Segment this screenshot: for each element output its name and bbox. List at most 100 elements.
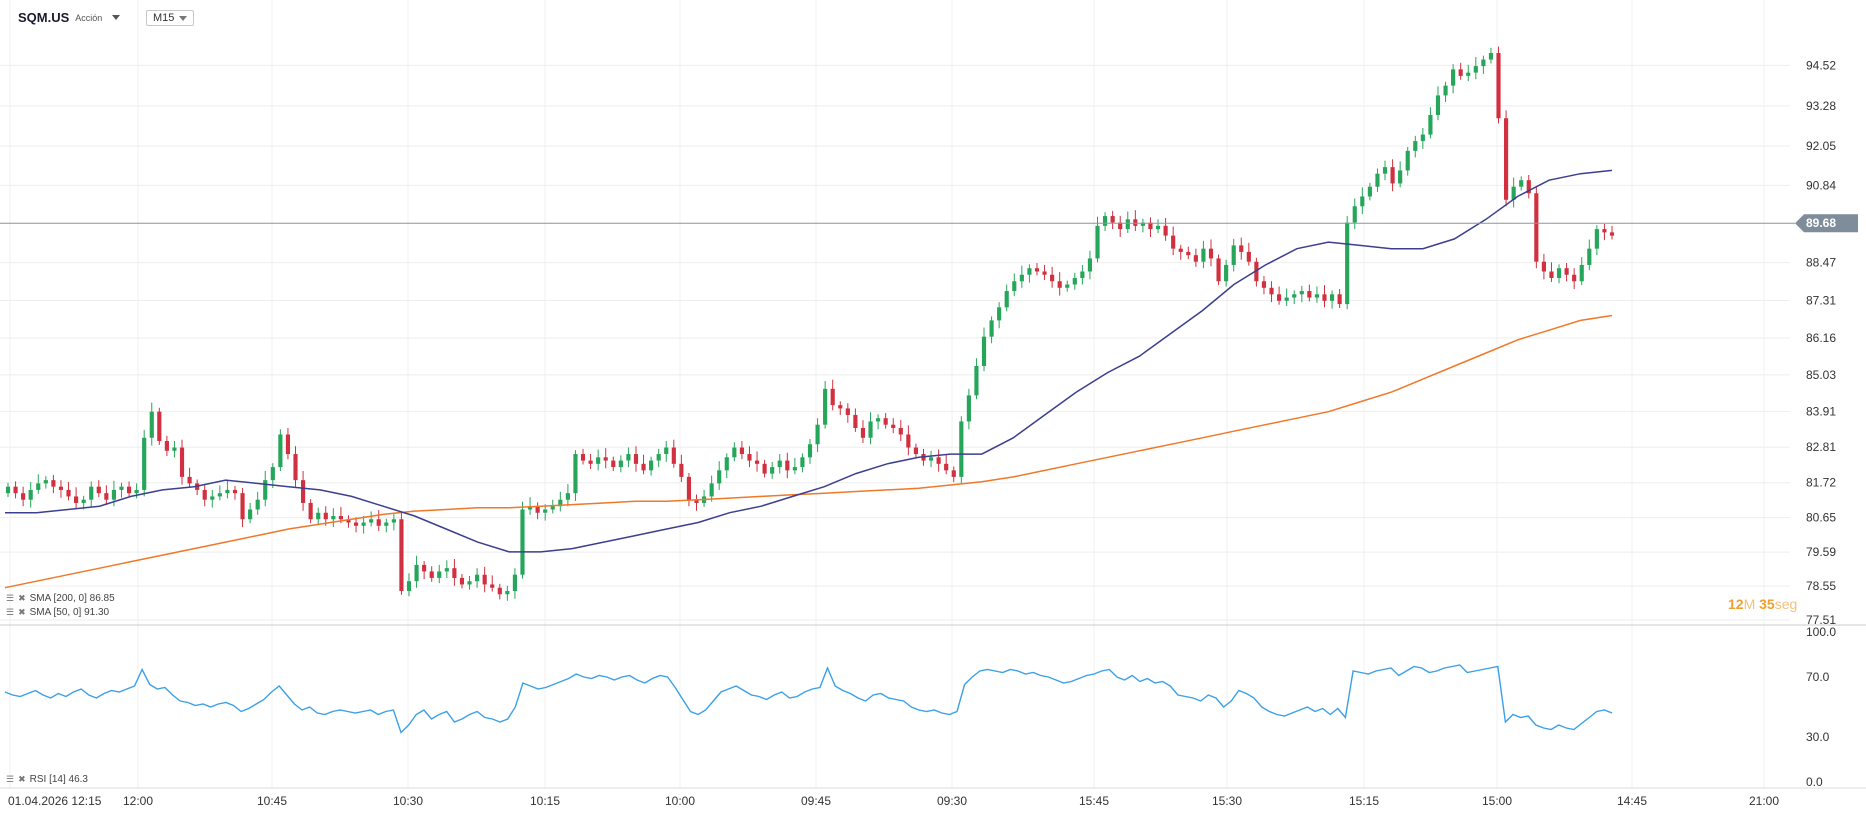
candle-body bbox=[543, 509, 548, 513]
candle-body bbox=[1466, 72, 1471, 76]
candle-body bbox=[966, 395, 971, 422]
candle-body bbox=[104, 493, 109, 500]
candle-body bbox=[1526, 180, 1531, 194]
candle-body bbox=[1261, 281, 1267, 288]
candle-body bbox=[444, 568, 449, 572]
candle-body bbox=[172, 447, 177, 451]
candle-body bbox=[898, 427, 903, 435]
candle-body bbox=[747, 454, 752, 461]
candle-body bbox=[1473, 66, 1478, 73]
candle-body bbox=[671, 447, 676, 464]
candle-body bbox=[225, 489, 230, 494]
sma50-legend[interactable]: ☰ ✖ SMA [50, 0] 91.30 bbox=[6, 607, 109, 618]
instrument-header[interactable]: SQM.US Acción bbox=[18, 10, 121, 25]
candle-body bbox=[959, 421, 964, 477]
candle-body bbox=[217, 493, 222, 497]
candle-body bbox=[414, 564, 419, 582]
settings-lines-icon[interactable]: ☰ bbox=[6, 774, 15, 784]
candle-body bbox=[475, 574, 480, 582]
candle-body bbox=[830, 388, 835, 406]
time-axis-label: 12:00 bbox=[123, 794, 153, 808]
candle-body bbox=[1102, 216, 1108, 226]
time-axis-label: 09:45 bbox=[801, 794, 831, 808]
candle-body bbox=[1564, 268, 1569, 275]
candle-body bbox=[860, 427, 866, 438]
candle-body bbox=[437, 571, 442, 578]
candle-body bbox=[459, 577, 465, 585]
candle-body bbox=[1375, 173, 1380, 187]
candle-body bbox=[126, 486, 132, 494]
candle-body bbox=[467, 581, 472, 585]
candle-body bbox=[739, 447, 744, 455]
current-price-value: 89.68 bbox=[1806, 216, 1836, 230]
candle-body bbox=[308, 502, 313, 520]
candle-body bbox=[558, 499, 563, 507]
candle-body bbox=[58, 486, 64, 490]
candle-body bbox=[1072, 277, 1077, 285]
candle-body bbox=[1594, 229, 1599, 249]
candle-body bbox=[376, 519, 381, 526]
settings-lines-icon[interactable]: ☰ bbox=[6, 593, 15, 603]
candle-body bbox=[997, 307, 1002, 321]
settings-lines-icon[interactable]: ☰ bbox=[6, 607, 15, 617]
candle-body bbox=[119, 486, 124, 490]
candle-body bbox=[1178, 248, 1183, 252]
candle-body bbox=[989, 320, 994, 337]
candle-body bbox=[512, 574, 518, 591]
candle-body bbox=[1201, 248, 1206, 262]
candle-body bbox=[1556, 268, 1562, 278]
chevron-down-icon[interactable] bbox=[112, 15, 121, 20]
candle-body bbox=[157, 411, 162, 442]
candle-body bbox=[1337, 294, 1342, 305]
candle-body bbox=[573, 454, 578, 494]
candle-body bbox=[527, 506, 533, 510]
candle-body bbox=[36, 483, 41, 490]
candle-body bbox=[686, 476, 692, 500]
candle-body bbox=[777, 460, 782, 468]
candle-body bbox=[807, 444, 813, 458]
candle-body bbox=[1587, 248, 1592, 265]
candle-body bbox=[974, 366, 979, 396]
candle-body bbox=[1065, 284, 1070, 288]
time-axis-label: 14:45 bbox=[1617, 794, 1647, 808]
symbol-label: SQM.US bbox=[18, 10, 70, 25]
time-axis-label: 21:00 bbox=[1749, 794, 1779, 808]
candle-body bbox=[717, 470, 722, 484]
candle-body bbox=[422, 564, 427, 572]
candle-body bbox=[1171, 235, 1176, 249]
timer-minutes-unit: M bbox=[1743, 596, 1756, 612]
candle-body bbox=[1095, 225, 1100, 259]
timeframe-select[interactable]: M15 bbox=[146, 10, 195, 26]
candle-body bbox=[149, 411, 154, 438]
candle-body bbox=[179, 447, 185, 477]
sma50-legend-text: SMA [50, 0] 91.30 bbox=[29, 607, 110, 618]
candle-body bbox=[1239, 245, 1244, 252]
candle-body bbox=[1481, 59, 1486, 67]
candle-body bbox=[823, 388, 828, 425]
rsi-line bbox=[4, 664, 1613, 734]
close-icon[interactable]: ✖ bbox=[18, 607, 26, 617]
close-icon[interactable]: ✖ bbox=[18, 774, 26, 784]
candle-body bbox=[951, 470, 956, 477]
price-axis-label: 83.91 bbox=[1806, 404, 1836, 418]
close-icon[interactable]: ✖ bbox=[18, 593, 26, 603]
rsi-axis-label: 100.0 bbox=[1806, 625, 1836, 639]
candle-body bbox=[1360, 196, 1365, 207]
time-axis-label: 15:00 bbox=[1482, 794, 1512, 808]
candle-body bbox=[1534, 193, 1539, 262]
candle-body bbox=[384, 522, 389, 526]
candle-body bbox=[913, 447, 919, 455]
sma200-legend[interactable]: ☰ ✖ SMA [200, 0] 86.85 bbox=[6, 593, 115, 604]
candle-body bbox=[51, 480, 56, 487]
price-axis-label: 78.55 bbox=[1806, 579, 1836, 593]
rsi-legend[interactable]: ☰ ✖ RSI [14] 46.3 bbox=[6, 774, 88, 785]
candle-body bbox=[679, 463, 684, 477]
price-axis-label: 92.05 bbox=[1806, 139, 1836, 153]
candle-body bbox=[1080, 271, 1085, 278]
candle-body bbox=[240, 493, 245, 520]
candle-body bbox=[626, 454, 631, 461]
candle-body bbox=[1254, 261, 1259, 282]
candle-body bbox=[1034, 268, 1040, 272]
candle-body bbox=[641, 463, 646, 471]
